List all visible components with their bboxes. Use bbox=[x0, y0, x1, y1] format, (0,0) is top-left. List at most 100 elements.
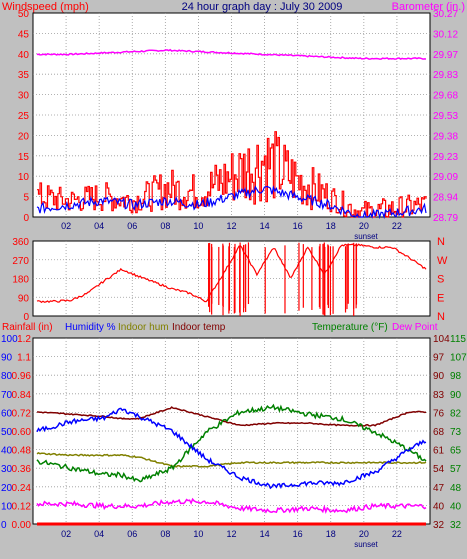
temperature-tick: 107 bbox=[450, 353, 467, 364]
time-tick: 18 bbox=[326, 221, 336, 231]
time-tick: 06 bbox=[127, 529, 137, 539]
sunset-label: sunset bbox=[354, 232, 378, 241]
barometer-tick: 30.12 bbox=[433, 29, 458, 40]
time-tick: 10 bbox=[193, 221, 203, 231]
compass-tick: N bbox=[437, 311, 445, 323]
rainfall-tick: 0.60 bbox=[12, 427, 32, 438]
temperature-tick: 90 bbox=[433, 371, 445, 382]
legend-label: Rainfall (in) bbox=[2, 322, 53, 333]
humidity-tick: 100 bbox=[1, 334, 18, 345]
time-tick: 12 bbox=[226, 221, 236, 231]
compass-tick: N bbox=[437, 236, 445, 248]
rainfall-tick: 0.24 bbox=[12, 483, 32, 494]
time-tick: 20 bbox=[359, 221, 369, 231]
direction-tick: 180 bbox=[12, 275, 29, 286]
humidity-tick: 20 bbox=[1, 483, 13, 494]
barometer-tick: 29.83 bbox=[433, 70, 458, 81]
direction-tick: 0 bbox=[23, 312, 29, 323]
time-tick: 12 bbox=[226, 529, 236, 539]
humidity-tick: 50 bbox=[1, 427, 13, 438]
temperature-tick: 90 bbox=[450, 390, 462, 401]
rainfall-tick: 0.84 bbox=[12, 390, 32, 401]
time-tick: 18 bbox=[326, 529, 336, 539]
windspeed-line bbox=[37, 131, 427, 218]
barometer-tick: 29.23 bbox=[433, 152, 458, 163]
legend-label: Temperature (°F) bbox=[312, 322, 388, 333]
humidity-tick: 10 bbox=[1, 501, 13, 512]
humidity-tick: 80 bbox=[1, 371, 13, 382]
time-tick: 06 bbox=[127, 221, 137, 231]
barometer-tick: 29.38 bbox=[433, 131, 458, 142]
temperature-tick: 98 bbox=[450, 371, 462, 382]
temperature-tick: 57 bbox=[450, 464, 462, 475]
humidity-tick: 90 bbox=[1, 353, 13, 364]
time-tick: 20 bbox=[359, 529, 369, 539]
humidity-tick: 60 bbox=[1, 408, 13, 419]
barometer-tick: 30.27 bbox=[433, 9, 458, 20]
direction-tick: 90 bbox=[18, 293, 30, 304]
temperature-tick: 73 bbox=[450, 427, 462, 438]
windspeed-tick: 50 bbox=[18, 9, 30, 20]
barometer-axis-label: Barometer (in.) bbox=[392, 1, 465, 13]
time-tick: 16 bbox=[293, 221, 303, 231]
wind-direction-line bbox=[36, 243, 427, 304]
temperature-tick: 48 bbox=[450, 483, 462, 494]
windspeed-tick: 30 bbox=[18, 91, 30, 102]
barometer-tick: 28.79 bbox=[433, 213, 458, 224]
temperature-tick: 83 bbox=[433, 390, 445, 401]
barometer-line bbox=[36, 48, 427, 60]
direction-tick: 360 bbox=[12, 237, 29, 248]
humidity-tick: 0 bbox=[1, 520, 7, 531]
temperature-tick: 97 bbox=[433, 353, 445, 364]
temperature-tick: 104 bbox=[433, 334, 450, 345]
time-tick: 22 bbox=[392, 529, 402, 539]
legend-label: Dew Point bbox=[392, 322, 438, 333]
time-tick: 08 bbox=[160, 529, 170, 539]
temperature-tick: 61 bbox=[433, 446, 445, 457]
temperature-tick: 115 bbox=[450, 334, 466, 345]
temperature-line bbox=[36, 403, 427, 483]
barometer-tick: 29.53 bbox=[433, 111, 458, 122]
windspeed-tick: 20 bbox=[18, 131, 30, 142]
windspeed-tick: 35 bbox=[18, 70, 30, 81]
rainfall-tick: 1.1 bbox=[17, 353, 31, 364]
windspeed-tick: 0 bbox=[23, 213, 29, 224]
time-tick: 14 bbox=[260, 529, 270, 539]
rainfall-tick: 0.00 bbox=[12, 520, 32, 531]
temperature-tick: 54 bbox=[433, 464, 445, 475]
time-tick: 04 bbox=[94, 221, 104, 231]
time-tick: 08 bbox=[160, 221, 170, 231]
rainfall-tick: 1.2 bbox=[17, 334, 31, 345]
legend-label: Indoor temp bbox=[172, 322, 226, 333]
barometer-tick: 29.97 bbox=[433, 50, 458, 61]
chart-title: 24 hour graph day : July 30 2009 bbox=[182, 1, 343, 13]
time-tick: 04 bbox=[94, 529, 104, 539]
time-tick: 02 bbox=[61, 529, 71, 539]
windspeed-tick: 25 bbox=[18, 111, 30, 122]
compass-tick: E bbox=[437, 292, 444, 304]
gust-line bbox=[36, 185, 427, 220]
windspeed-tick: 40 bbox=[18, 50, 30, 61]
indoor-humidity-line bbox=[36, 452, 427, 468]
temperature-tick: 32 bbox=[433, 520, 445, 531]
temperature-tick: 40 bbox=[450, 501, 462, 512]
humidity-tick: 30 bbox=[1, 464, 13, 475]
temperature-tick: 47 bbox=[433, 483, 445, 494]
time-tick: 22 bbox=[392, 221, 402, 231]
humidity-tick: 70 bbox=[1, 390, 13, 401]
temperature-tick: 82 bbox=[450, 408, 462, 419]
windspeed-tick: 15 bbox=[18, 152, 30, 163]
barometer-tick: 29.09 bbox=[433, 172, 458, 183]
sunset-label: sunset bbox=[354, 540, 378, 549]
windspeed-axis-label: Windspeed (mph) bbox=[2, 1, 89, 13]
direction-tick: 270 bbox=[12, 256, 29, 267]
windspeed-tick: 10 bbox=[18, 172, 30, 183]
windspeed-tick: 5 bbox=[23, 193, 29, 204]
temperature-tick: 32 bbox=[450, 520, 462, 531]
time-tick: 14 bbox=[260, 221, 270, 231]
barometer-tick: 28.94 bbox=[433, 193, 458, 204]
temperature-tick: 76 bbox=[433, 408, 445, 419]
temperature-tick: 65 bbox=[450, 446, 462, 457]
indoor-temp-line bbox=[37, 406, 427, 427]
